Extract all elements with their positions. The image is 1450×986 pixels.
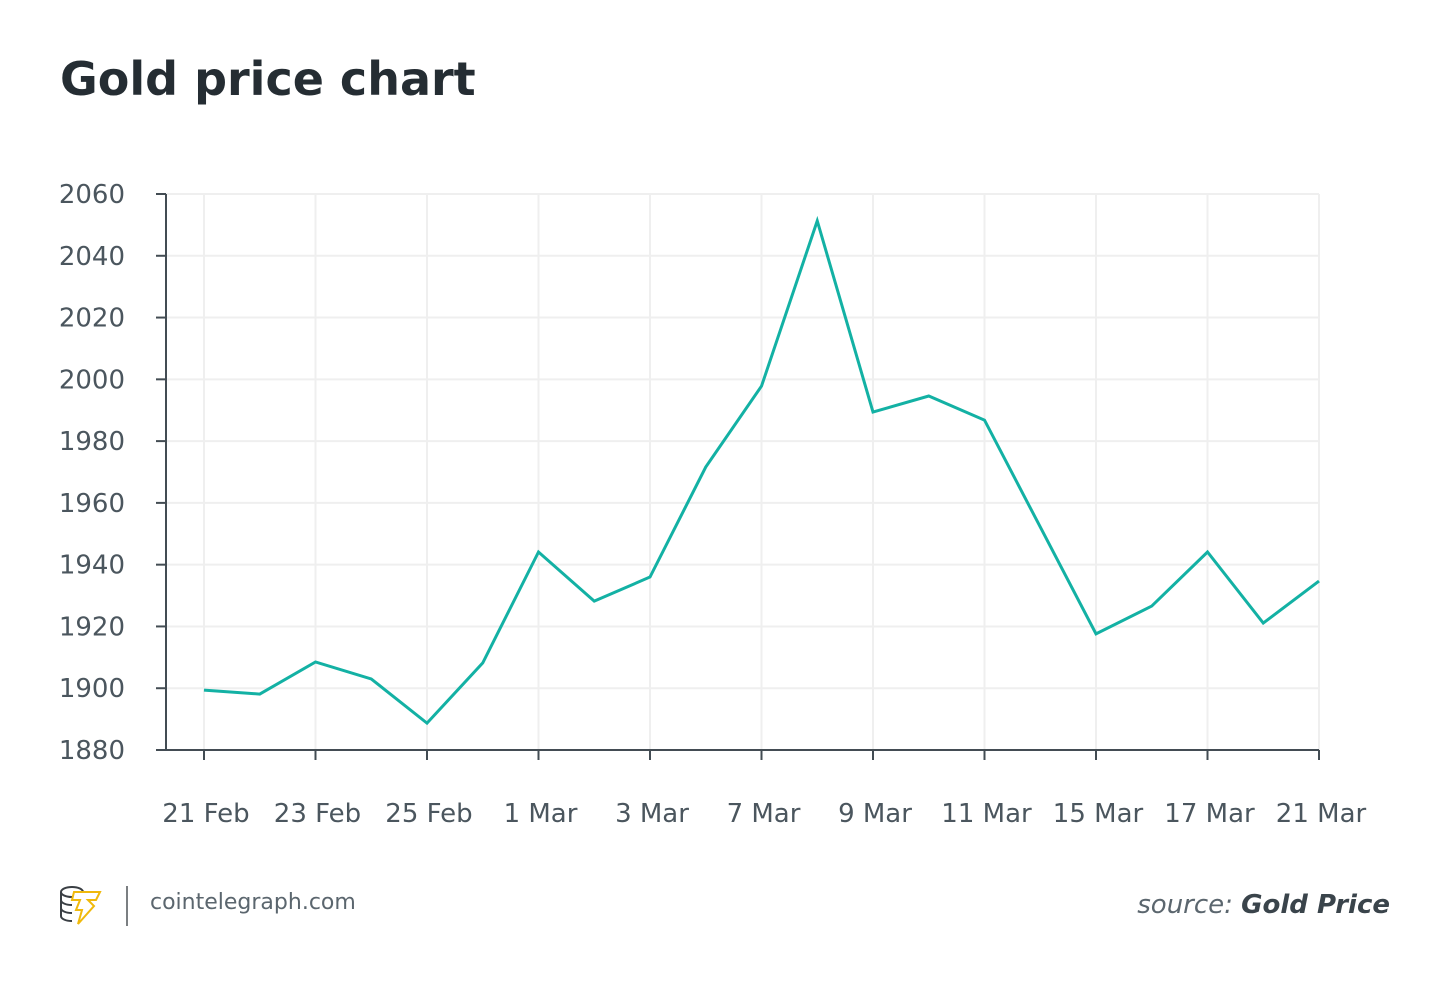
x-tick-label: 9 Mar: [838, 799, 912, 829]
x-tick-label: 3 Mar: [615, 799, 689, 829]
x-tick-label: 11 Mar: [941, 799, 1032, 829]
grid: [166, 193, 1320, 751]
y-tick-label: 2060: [59, 180, 125, 210]
y-tick-label: 1960: [59, 489, 125, 519]
axes: [156, 193, 1320, 760]
tick-labels: 1880 1900 1920 1940 1960 1980 2000 2020 2040 2060…: [59, 180, 1367, 829]
x-tick-label: 1 Mar: [504, 799, 578, 829]
y-tick-label: 2020: [59, 304, 125, 334]
y-tick-label: 1980: [59, 427, 125, 457]
source-name: Gold Price: [1241, 890, 1390, 920]
x-tick-label: 21 Mar: [1276, 799, 1367, 829]
y-tick-label: 2000: [59, 365, 125, 395]
site-name: cointelegraph.com: [150, 890, 356, 915]
footer-divider: [126, 886, 128, 926]
y-tick-label: 1900: [59, 674, 125, 704]
y-tick-label: 1940: [59, 551, 125, 581]
source-credit: source: Gold Price: [1137, 890, 1390, 920]
y-tick-label: 2040: [59, 242, 125, 272]
series: [203, 215, 1320, 726]
y-tick-label: 1880: [59, 736, 125, 766]
cointelegraph-logo-icon: [60, 886, 102, 925]
chart-title: Gold price chart: [60, 52, 476, 106]
x-tick-label: 21 Feb: [162, 799, 249, 829]
y-tick-label: 1920: [59, 612, 125, 642]
x-tick-label: 25 Feb: [385, 799, 472, 829]
source-prefix: source:: [1137, 890, 1233, 920]
x-tick-label: 15 Mar: [1053, 799, 1144, 829]
x-tick-label: 23 Feb: [274, 799, 361, 829]
x-tick-label: 7 Mar: [727, 799, 801, 829]
x-tick-label: 17 Mar: [1164, 799, 1255, 829]
line-chart: 1880 1900 1920 1940 1960 1980 2000 2020 2040 2060…: [59, 180, 1367, 829]
